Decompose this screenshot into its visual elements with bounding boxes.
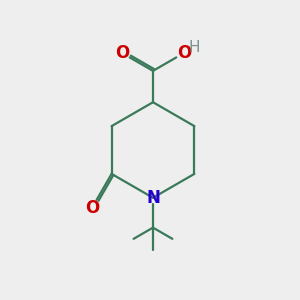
Text: O: O bbox=[115, 44, 129, 62]
Text: H: H bbox=[188, 40, 200, 55]
Text: N: N bbox=[146, 189, 160, 207]
Text: O: O bbox=[85, 199, 99, 217]
Text: O: O bbox=[177, 44, 191, 62]
